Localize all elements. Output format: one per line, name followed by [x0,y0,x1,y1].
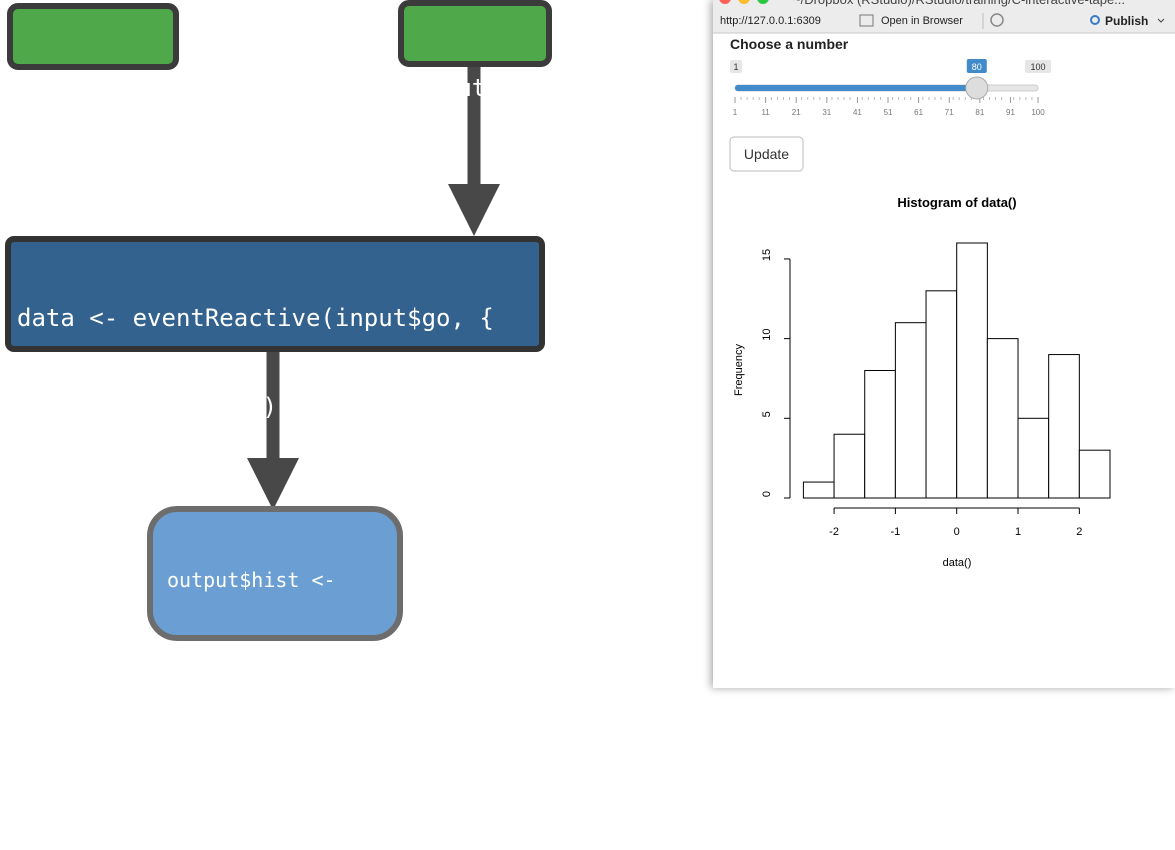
browser-icon [859,14,874,27]
node-event-reactive: data <- eventReactive(input$go, { rnorm(… [5,236,545,510]
x-axis-label: data() [943,557,972,569]
code-line: rnorm(input$num) [17,393,278,421]
code-line: renderPlot({ [167,645,336,669]
slider-tick-label: 41 [853,108,862,117]
x-tick-label: -2 [829,526,839,538]
bar [1048,354,1080,499]
code-line: output$hist <- [167,568,336,592]
bar [986,338,1019,499]
node-input-go: input$go [398,0,552,102]
minimize-button[interactable] [738,0,750,4]
code-line: }) [17,482,46,510]
slider-fill [735,85,977,91]
diagram-arrows [247,64,500,510]
bar [925,290,958,499]
close-button[interactable] [719,0,731,4]
page: input$num input$go data <- eventReactive… [5,0,1175,823]
bar [1078,449,1111,499]
x-tick-label: 0 [954,526,960,538]
url[interactable]: http://127.0.0.1:6309 [720,15,821,27]
slider-tick-label: 1 [733,108,738,117]
x-tick-label: 1 [1015,526,1021,538]
bar [956,242,988,499]
y-tick-label: 0 [761,491,773,497]
app-canvas: ~/Dropbox (RStudio)/RStudio/training/C-i… [713,0,1175,569]
slider-value-label: 80 [972,62,982,72]
slider-tick-label: 31 [822,108,831,117]
slider-tick-label: 100 [1031,108,1045,117]
slider-max-label: 100 [1030,62,1045,72]
slider-tick-label: 61 [914,108,923,117]
app-window: ~/Dropbox (RStudio)/RStudio/training/C-i… [713,0,1175,688]
update-button-label[interactable]: Update [744,146,789,162]
x-tick-label: 2 [1076,526,1082,538]
code-line: data <- eventReactive(input$go, { [17,304,494,332]
slider-tick-label: 71 [945,108,954,117]
slider-tick-label: 11 [761,108,770,117]
node-input-num: input$num [7,3,179,107]
slider-max-box [1025,60,1051,73]
slider-tick-label: 21 [792,108,801,117]
slider-handle[interactable] [965,76,989,100]
bar [833,433,866,499]
slider-tick-label: 51 [884,108,893,117]
bar [802,481,835,499]
slider-min-label: 1 [733,62,738,72]
y-tick-label: 10 [761,329,773,341]
refresh-icon[interactable] [990,13,1004,27]
node-label: input$num [25,79,156,107]
window-title: ~/Dropbox (RStudio)/RStudio/training/C-i… [793,0,1125,7]
bar [894,322,927,499]
node-render-plot: output$hist <- renderPlot({ hist(data())… [147,506,403,823]
slider-tick-label: 81 [975,108,984,117]
slider-value-box [966,59,987,73]
zoom-button[interactable] [757,0,769,4]
y-tick-label: 15 [761,249,773,261]
y-tick-label: 5 [761,411,773,417]
bar [1017,417,1050,499]
x-tick-label: -1 [890,526,900,538]
update-button[interactable] [729,136,804,172]
code-line: }) [167,799,216,823]
code-line: hist(data()) [167,722,360,746]
slider-tick-label: 91 [1006,108,1015,117]
bar [864,370,896,499]
node-label: input$go [414,74,530,102]
slider-min-box [730,60,742,73]
slider-label: Choose a number [730,36,849,52]
publish-icon [1090,15,1100,25]
publish-button[interactable]: Publish [1105,14,1148,28]
chart-title: Histogram of data() [897,195,1016,210]
dropdown-arrow [1157,18,1165,23]
y-axis-label: Frequency [733,344,745,396]
open-in-browser[interactable]: Open in Browser [881,15,963,27]
